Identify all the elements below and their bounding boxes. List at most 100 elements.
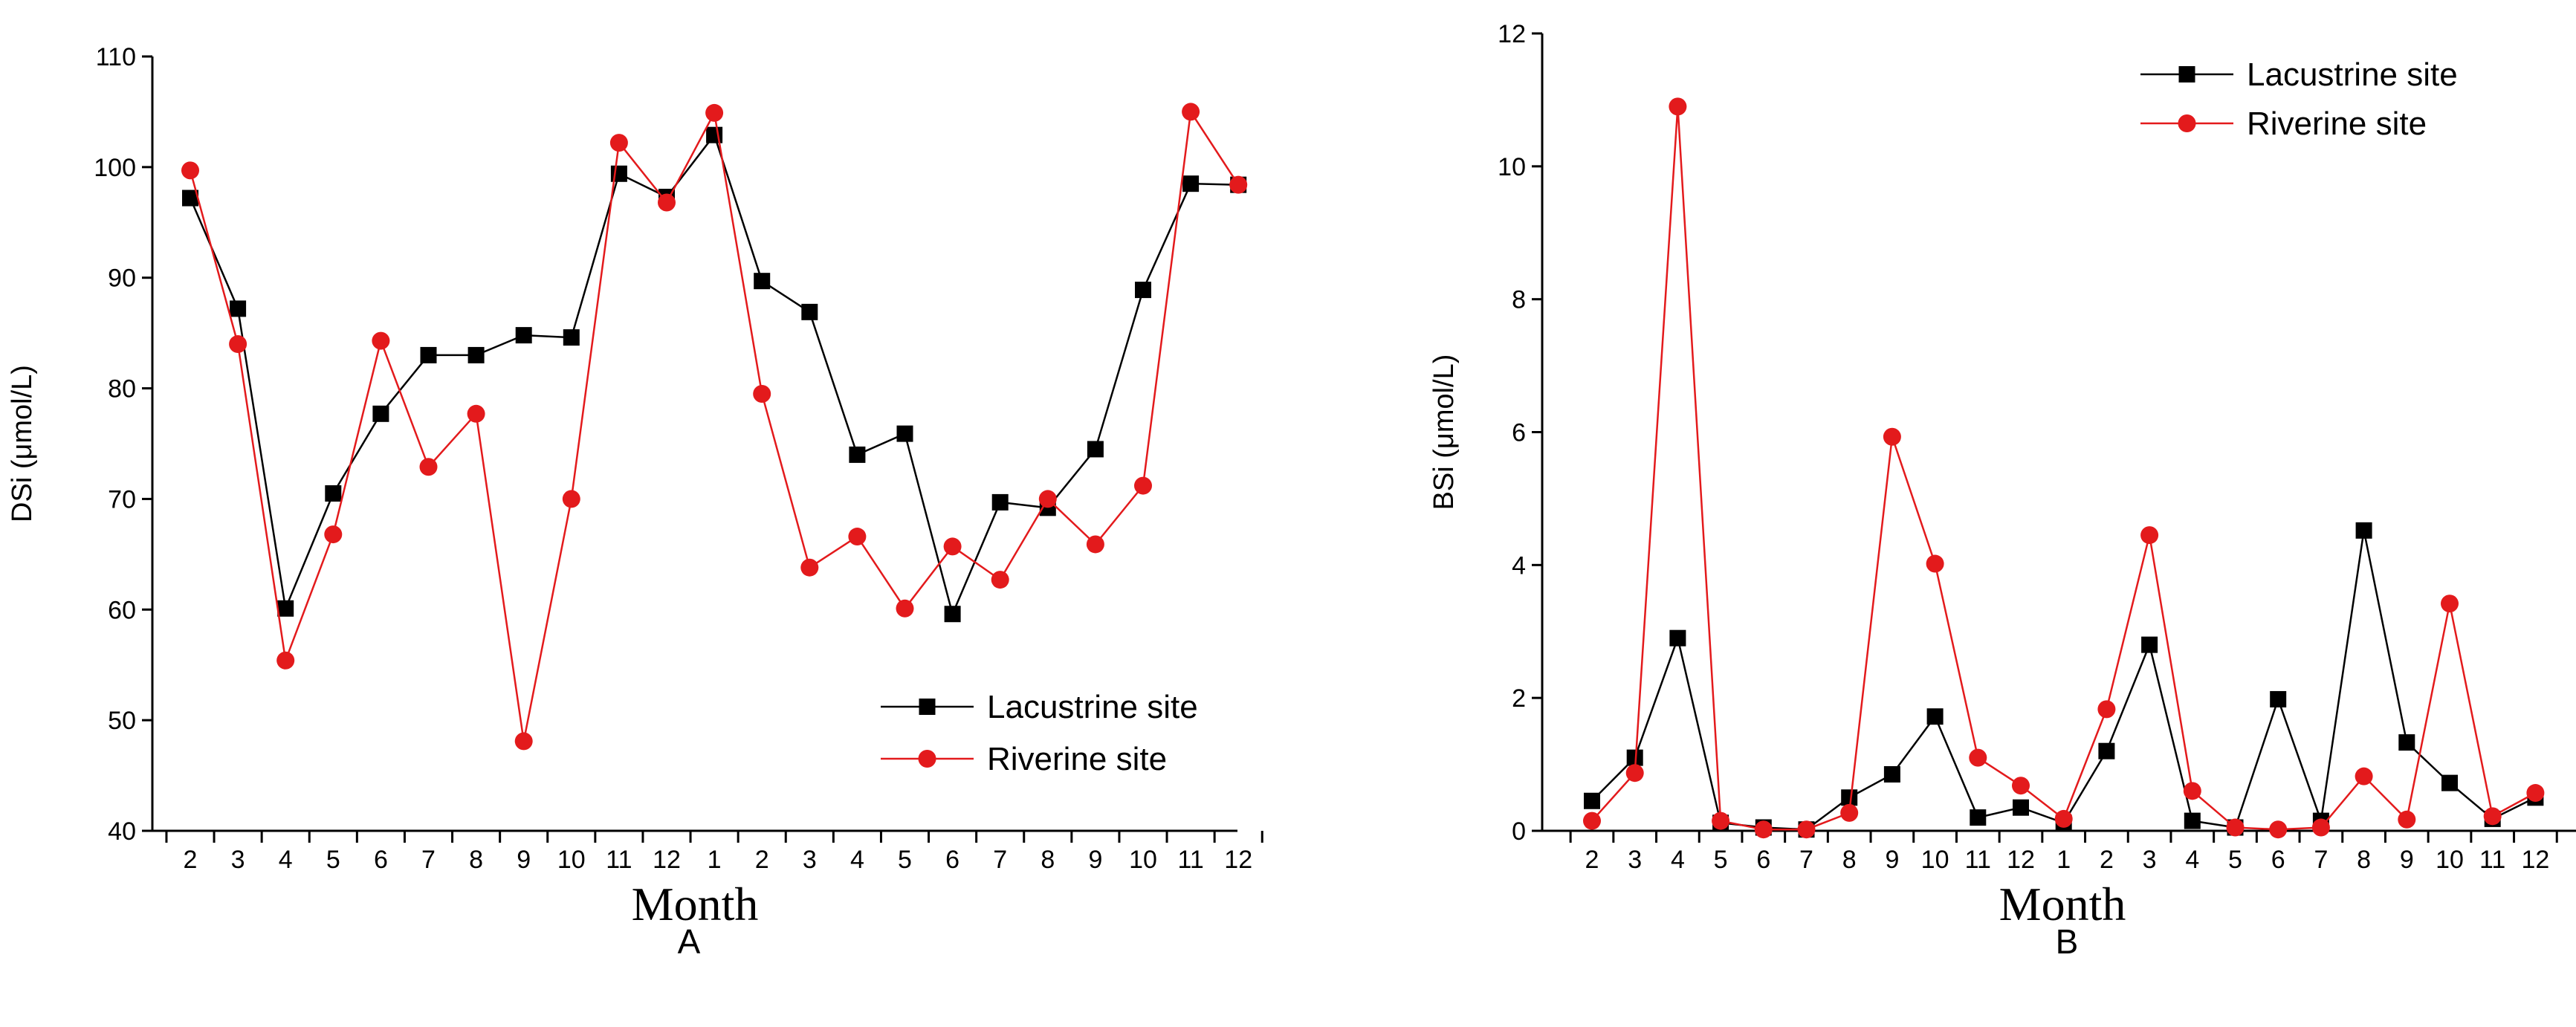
- data-point-lacustrine: [1626, 749, 1643, 766]
- data-point-lacustrine: [849, 446, 866, 463]
- data-point-lacustrine: [277, 600, 294, 617]
- data-point-riverine: [2140, 526, 2159, 545]
- y-tick-label: 10: [1498, 153, 1526, 181]
- data-point-riverine: [181, 161, 199, 180]
- x-tick-label: 6: [945, 846, 959, 874]
- y-tick-label: 4: [1512, 551, 1526, 580]
- y-tick-label: 100: [94, 154, 136, 182]
- data-point-riverine: [800, 558, 819, 577]
- x-tick-label: 5: [898, 846, 912, 874]
- x-tick-label: 6: [2271, 846, 2285, 874]
- x-tick-label: 4: [2185, 846, 2199, 874]
- data-point-riverine: [2398, 810, 2416, 829]
- data-point-lacustrine: [2355, 522, 2372, 539]
- data-point-lacustrine: [2398, 734, 2415, 751]
- x-tick-label: 6: [374, 846, 388, 874]
- legend-label: Riverine site: [2247, 106, 2427, 142]
- data-point-lacustrine: [991, 493, 1009, 511]
- data-point-riverine: [753, 385, 771, 404]
- data-point-lacustrine: [1087, 441, 1104, 458]
- data-point-lacustrine: [515, 327, 532, 344]
- data-point-riverine: [229, 335, 247, 354]
- data-point-riverine: [1712, 811, 1730, 830]
- x-tick-label: 4: [279, 846, 293, 874]
- x-tick-label: 4: [850, 846, 864, 874]
- y-tick-label: 90: [108, 265, 136, 293]
- x-tick-label: 9: [1885, 846, 1899, 874]
- data-point-riverine: [848, 528, 867, 546]
- x-tick-label: 8: [2357, 846, 2371, 874]
- x-tick-label: 8: [1041, 846, 1055, 874]
- x-tick-label: 12: [2007, 846, 2035, 874]
- y-tick-label: 70: [108, 485, 136, 514]
- series-line-lacustrine: [1591, 530, 2536, 831]
- panel-a-label: A: [678, 922, 701, 961]
- data-point-lacustrine: [2441, 774, 2458, 791]
- y-tick-label: 8: [1512, 286, 1526, 314]
- y-tick-label: 0: [1512, 817, 1526, 846]
- data-point-riverine: [2483, 807, 2502, 826]
- data-point-riverine: [1038, 490, 1057, 508]
- data-point-riverine: [1625, 764, 1644, 783]
- y-tick-label: 110: [96, 43, 136, 71]
- data-point-riverine: [1797, 820, 1816, 839]
- data-point-riverine: [1086, 535, 1104, 554]
- data-point-riverine: [324, 525, 343, 544]
- x-tick-label: 2: [1585, 846, 1599, 874]
- y-tick-label: 60: [108, 596, 136, 624]
- x-tick-label: 9: [517, 846, 531, 874]
- x-tick-label: 5: [1714, 846, 1728, 874]
- data-point-riverine: [2269, 820, 2288, 839]
- data-point-lacustrine: [325, 485, 342, 502]
- x-tick-label: 9: [1088, 846, 1102, 874]
- data-point-lacustrine: [2141, 636, 2158, 653]
- data-point-riverine: [2226, 818, 2245, 837]
- x-tick-label: 6: [1756, 846, 1770, 874]
- x-tick-label: 5: [2228, 846, 2242, 874]
- data-point-riverine: [1583, 811, 1601, 830]
- data-point-lacustrine: [467, 346, 485, 363]
- legend-label: Riverine site: [987, 741, 1167, 777]
- data-point-riverine: [419, 458, 438, 476]
- data-point-riverine: [372, 331, 390, 350]
- data-point-lacustrine: [230, 300, 247, 317]
- y-tick-label: 6: [1512, 419, 1526, 447]
- x-tick-label: 11: [606, 846, 632, 874]
- data-point-riverine: [2311, 818, 2330, 837]
- x-tick-label: 3: [1628, 846, 1642, 874]
- series-line-riverine: [189, 108, 1240, 742]
- data-point-riverine: [1926, 554, 1944, 573]
- x-tick-label: 11: [1177, 846, 1203, 874]
- data-point-riverine: [896, 599, 914, 618]
- data-point-lacustrine: [706, 126, 723, 143]
- x-tick-label: 5: [326, 846, 340, 874]
- y-tick-label: 2: [1512, 684, 1526, 713]
- data-point-lacustrine: [1841, 789, 1858, 806]
- x-tick-label: 12: [2521, 846, 2549, 874]
- data-point-riverine: [2355, 767, 2373, 785]
- data-point-riverine: [1134, 476, 1152, 495]
- data-point-riverine: [1669, 97, 1687, 116]
- series-line-lacustrine: [189, 133, 1239, 618]
- x-tick-label: 8: [469, 846, 483, 874]
- data-point-riverine: [2054, 809, 2073, 828]
- legend-marker-circle: [2178, 114, 2196, 132]
- data-point-lacustrine: [1135, 282, 1151, 299]
- x-tick-label: 12: [653, 846, 681, 874]
- data-point-riverine: [943, 537, 962, 556]
- x-tick-label: 3: [231, 846, 245, 874]
- x-tick-label: 10: [557, 846, 586, 874]
- x-tick-label: 7: [1799, 846, 1813, 874]
- x-axis-title: Month: [1999, 878, 2126, 930]
- x-tick-label: 1: [708, 846, 722, 874]
- x-axis-title: Month: [632, 878, 759, 930]
- x-tick-label: 3: [2143, 846, 2157, 874]
- x-tick-label: 2: [2100, 846, 2114, 874]
- legend-label: Lacustrine site: [2247, 56, 2458, 93]
- y-axis-title: BSi (μmol/L): [1428, 354, 1460, 511]
- x-tick-label: 12: [1224, 846, 1252, 874]
- x-tick-label: 1: [2056, 846, 2071, 874]
- data-point-riverine: [2526, 784, 2545, 803]
- data-point-riverine: [2441, 595, 2459, 613]
